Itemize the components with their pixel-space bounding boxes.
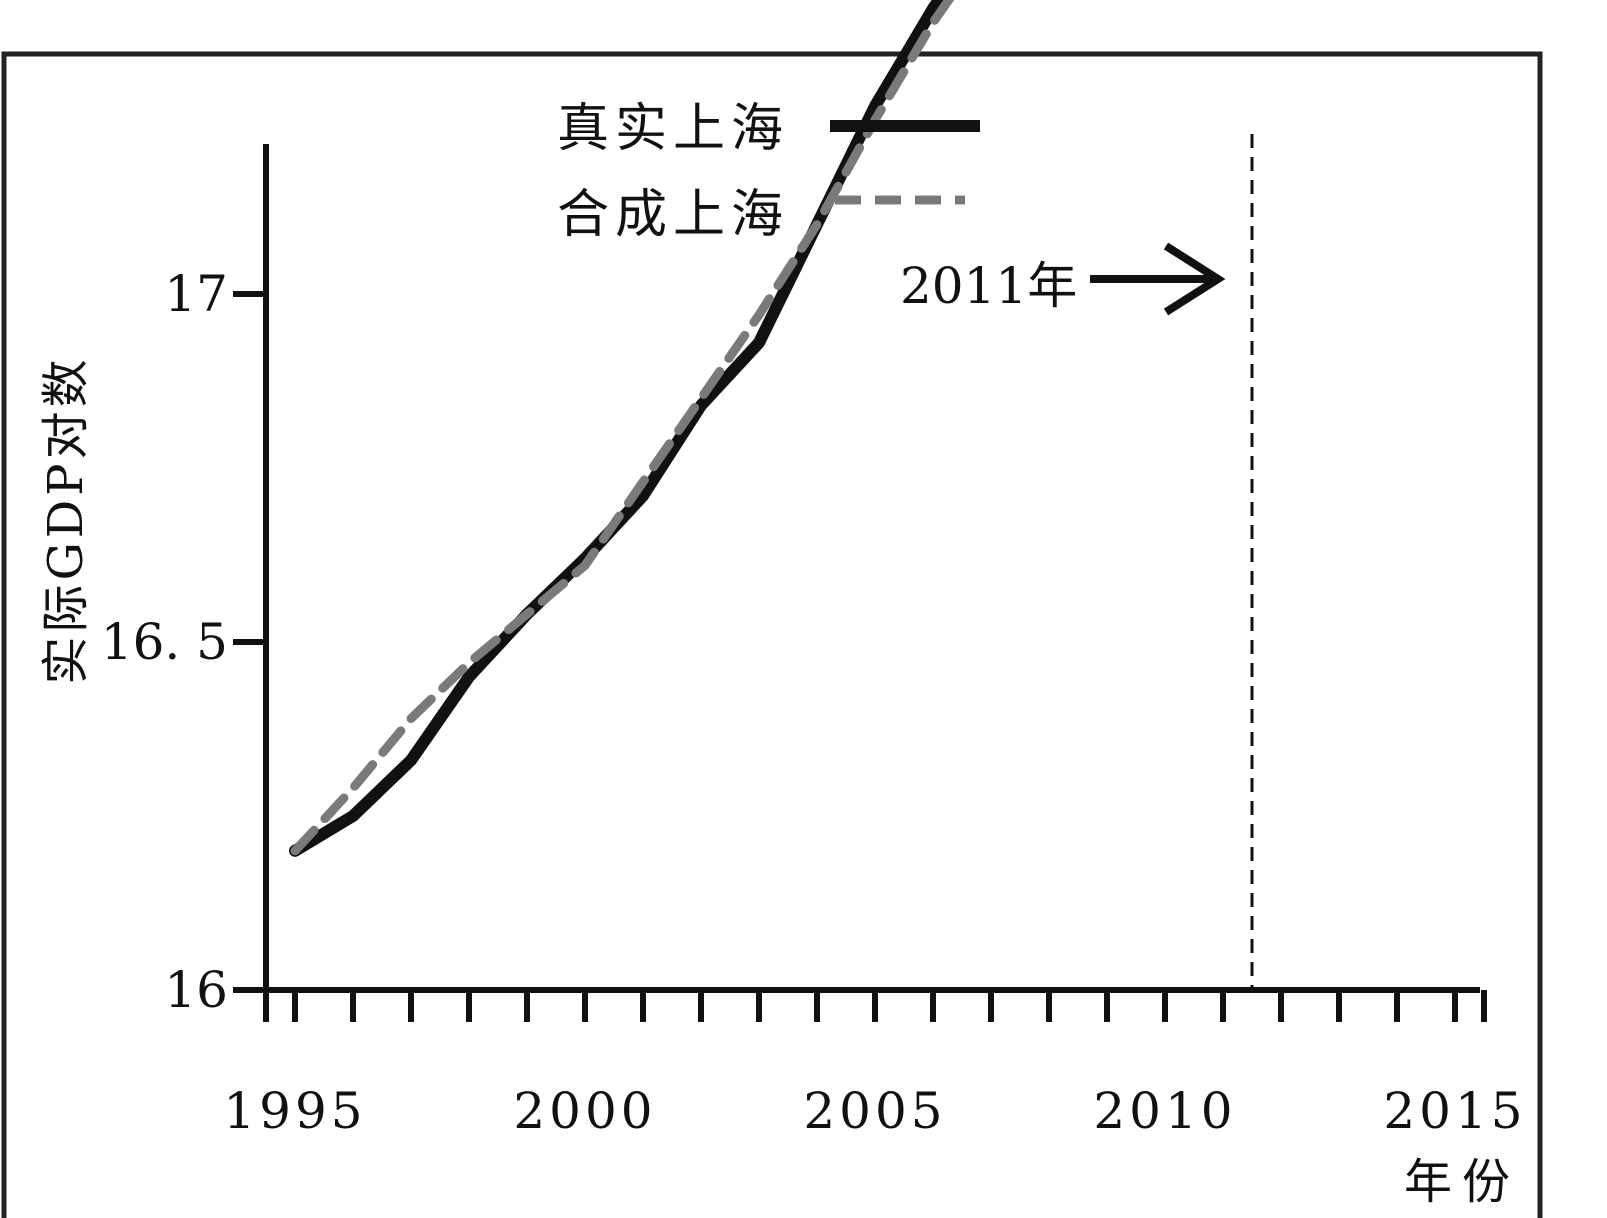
annotation-2011: 2011年 bbox=[900, 242, 1226, 316]
y-axis-title: 实际GDP对数 bbox=[38, 355, 94, 684]
x-tick-label: 2000 bbox=[513, 1082, 656, 1140]
y-axis-ticks bbox=[233, 291, 266, 993]
y-tick-label: 16 bbox=[164, 961, 228, 1019]
annotation-arrow-head bbox=[1163, 242, 1226, 316]
legend-label-real: 真实上海 bbox=[557, 99, 789, 159]
series-line-real bbox=[289, 0, 947, 857]
x-axis-ticks bbox=[263, 990, 1487, 1022]
legend-label-synthetic: 合成上海 bbox=[557, 185, 789, 245]
legend: 真实上海 合成上海 bbox=[557, 99, 980, 245]
x-tick-label: 2010 bbox=[1093, 1082, 1236, 1140]
y-tick-label: 16. 5 bbox=[101, 613, 228, 671]
y-tick-label: 17 bbox=[164, 265, 228, 323]
x-axis-tick-labels: 1995 2000 2005 2010 2015 bbox=[223, 1082, 1526, 1140]
x-axis-title: 年份 bbox=[1404, 1154, 1520, 1210]
x-tick-label: 1995 bbox=[223, 1082, 366, 1140]
x-tick-label: 2005 bbox=[803, 1082, 946, 1140]
chart-frame bbox=[1, 51, 1543, 1218]
x-tick-label: 2015 bbox=[1383, 1082, 1526, 1140]
annotation-text: 2011年 bbox=[900, 257, 1077, 315]
